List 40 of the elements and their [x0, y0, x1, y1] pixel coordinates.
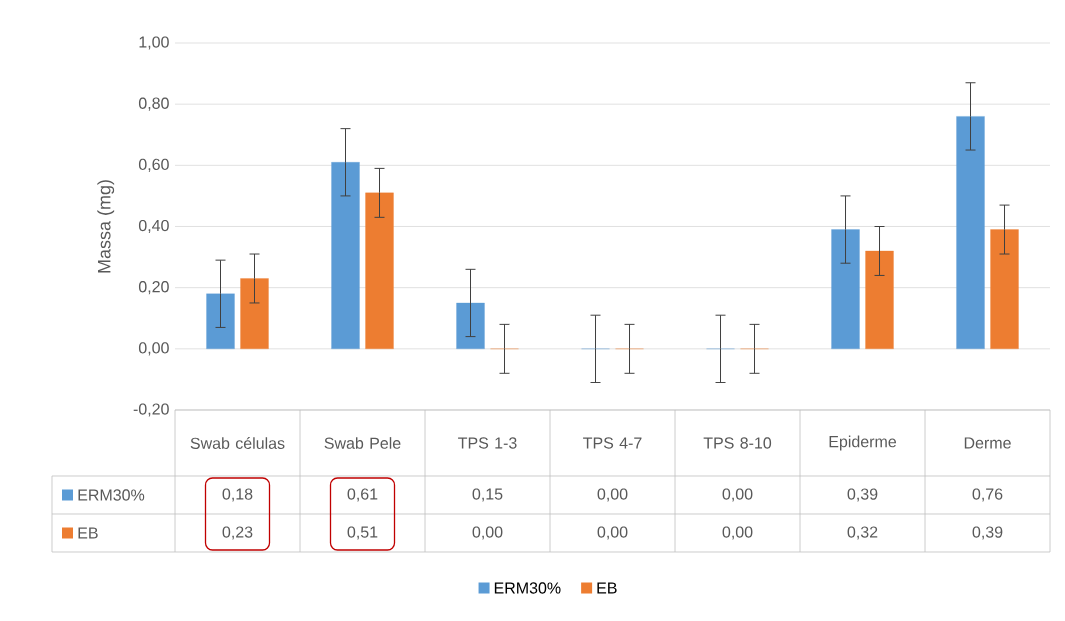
x-tick-label: Derme	[964, 437, 1011, 449]
bar	[831, 229, 860, 349]
y-tick-label: -0,20	[133, 403, 169, 417]
x-tick-label: Swab células	[190, 437, 285, 449]
data-label: 0,23	[222, 526, 253, 540]
y-tick-label: 0,00	[138, 342, 169, 356]
text: ERM30%	[494, 582, 561, 594]
legend-label: ERM30%	[78, 489, 145, 501]
bar	[990, 229, 1019, 349]
x-tick-label: TPS 1-3	[458, 437, 517, 449]
y-tick-label: 0,40	[138, 219, 169, 234]
y-tick-label: 0,80	[138, 97, 169, 111]
data-label: 0,15	[472, 488, 503, 502]
data-label: 0,18	[222, 488, 253, 502]
bar	[865, 250, 894, 349]
data-label: 0,39	[972, 526, 1003, 540]
legend-label: EB	[78, 527, 98, 539]
x-tick-label: TPS 4-7	[583, 437, 642, 449]
data-label: 0,00	[722, 488, 753, 502]
y-tick-label: 0,20	[138, 281, 169, 295]
bar	[365, 192, 394, 349]
y-tick-label: 1,00	[139, 36, 169, 50]
data-label: 0,76	[972, 488, 1003, 502]
bar	[956, 116, 985, 349]
text: EB	[597, 582, 617, 594]
data-label: 0,51	[347, 526, 378, 540]
bar	[331, 162, 360, 349]
data-label: 0,00	[597, 526, 628, 540]
data-label: 0,00	[722, 526, 753, 540]
x-tick-label: Epiderme	[829, 435, 897, 451]
y-tick-label: 0,60	[138, 158, 169, 172]
data-label: 0,32	[847, 526, 878, 540]
y-axis-title: Massa (mg)	[97, 180, 115, 273]
data-label: 0,00	[472, 526, 503, 540]
data-label: 0,61	[347, 488, 378, 502]
data-label: 0,00	[597, 488, 628, 502]
data-label: 0,39	[847, 488, 878, 502]
bar	[240, 278, 269, 349]
x-tick-label: TPS 8-10	[703, 437, 772, 449]
x-tick-label: Swab Pele	[324, 437, 401, 449]
